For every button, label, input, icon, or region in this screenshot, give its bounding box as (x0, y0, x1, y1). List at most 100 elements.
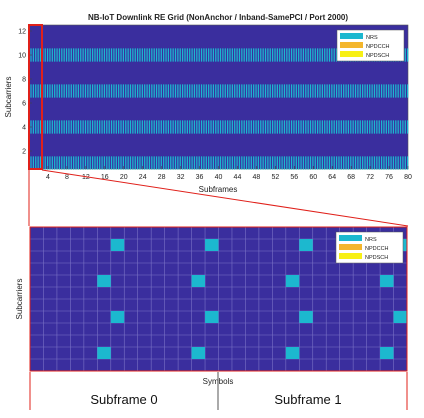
top-chart-legend: NRS NPDCCH NPDSCH (336, 29, 405, 62)
nrs-mark (217, 84, 219, 98)
nrs-mark (333, 156, 335, 170)
nrs-mark (338, 120, 340, 134)
nrs-mark (234, 84, 236, 98)
nrs-mark (101, 120, 103, 134)
nrs-mark (336, 120, 338, 134)
nrs-mark (80, 120, 82, 134)
nrs-mark (390, 120, 392, 134)
nrs-mark (293, 156, 295, 170)
nrs-mark (71, 156, 72, 170)
nrs-mark (274, 120, 276, 134)
nrs-mark (30, 84, 32, 98)
nrs-mark (260, 120, 262, 134)
nrs-mark (262, 48, 264, 62)
nrs-mark (215, 156, 217, 170)
nrs-mark (281, 84, 283, 98)
nrs-mark (203, 120, 205, 134)
nrs-mark (203, 156, 205, 170)
nrs-mark (92, 48, 94, 62)
subframe-brackets: Subframe 0 Subframe 1 (29, 372, 408, 410)
x-tick-label: 48 (253, 174, 261, 181)
nrs-mark (324, 84, 326, 98)
nrs-mark (132, 84, 134, 98)
nrs-mark (99, 84, 101, 98)
nrs-mark (134, 48, 136, 62)
x-tick-label: 36 (196, 174, 204, 181)
nrs-mark (59, 84, 61, 98)
nrs-mark (187, 156, 188, 170)
nrs-mark (142, 48, 143, 62)
nrs-mark (317, 84, 319, 98)
nrs-mark (61, 120, 63, 134)
nrs-mark (241, 156, 243, 170)
nrs-mark (175, 48, 177, 62)
nrs-mark (307, 48, 309, 62)
nrs-mark (343, 120, 345, 134)
nrs-mark (279, 120, 281, 134)
nrs-mark (331, 84, 333, 98)
nrs-mark (333, 84, 335, 98)
nrs-mark (303, 156, 305, 170)
nrs-mark (94, 84, 96, 98)
nrs-mark (134, 84, 136, 98)
nrs-mark (151, 84, 153, 98)
nrs-mark (307, 120, 309, 134)
nrs-mark (265, 48, 267, 62)
nrs-mark (274, 156, 276, 170)
nrs-mark (305, 156, 307, 170)
nrs-mark (187, 84, 188, 98)
nrs-cell (285, 347, 300, 359)
x-tick-label: 68 (347, 174, 355, 181)
top-chart-subframe-highlight (28, 24, 43, 170)
nrs-mark (402, 84, 404, 98)
nrs-mark (198, 48, 200, 62)
nrs-mark (161, 84, 162, 98)
nrs-mark (378, 120, 380, 134)
nrs-mark (61, 48, 63, 62)
nrs-mark (125, 120, 127, 134)
nrs-mark (158, 120, 160, 134)
nrs-mark (296, 120, 297, 134)
nrs-mark (317, 120, 319, 134)
nrs-mark (269, 156, 271, 170)
nrs-mark (310, 84, 312, 98)
nrs-mark (177, 156, 179, 170)
nrs-mark (184, 120, 186, 134)
nrs-mark (343, 84, 345, 98)
nrs-mark (350, 156, 352, 170)
nrs-mark (296, 156, 297, 170)
nrs-mark (172, 48, 174, 62)
nrs-mark (345, 84, 347, 98)
nrs-mark (272, 156, 274, 170)
nrs-mark (210, 48, 212, 62)
nrs-mark (246, 48, 248, 62)
bottom-chart-marks (97, 239, 407, 359)
nrs-mark (97, 156, 98, 170)
nrs-cell (97, 347, 111, 359)
nrs-mark (352, 120, 354, 134)
nrs-mark (213, 48, 215, 62)
nrs-mark (329, 120, 331, 134)
nrs-mark (400, 84, 402, 98)
nrs-mark (149, 84, 151, 98)
nrs-mark (269, 48, 271, 62)
nrs-mark (303, 48, 305, 62)
nrs-mark (319, 156, 321, 170)
nrs-mark (322, 156, 323, 170)
nrs-mark (120, 84, 122, 98)
nrs-mark (248, 156, 250, 170)
nrs-mark (253, 120, 255, 134)
nrs-mark (208, 84, 210, 98)
nrs-mark (281, 156, 283, 170)
nrs-mark (402, 120, 404, 134)
nrs-mark (130, 84, 132, 98)
nrs-mark (284, 156, 286, 170)
nrs-mark (291, 84, 293, 98)
nrs-mark (206, 156, 207, 170)
nrs-mark (371, 120, 373, 134)
nrs-mark (144, 156, 146, 170)
nrs-mark (220, 120, 222, 134)
nrs-mark (357, 84, 359, 98)
top-legend-nrs-swatch (340, 33, 363, 39)
nrs-mark (33, 120, 34, 134)
